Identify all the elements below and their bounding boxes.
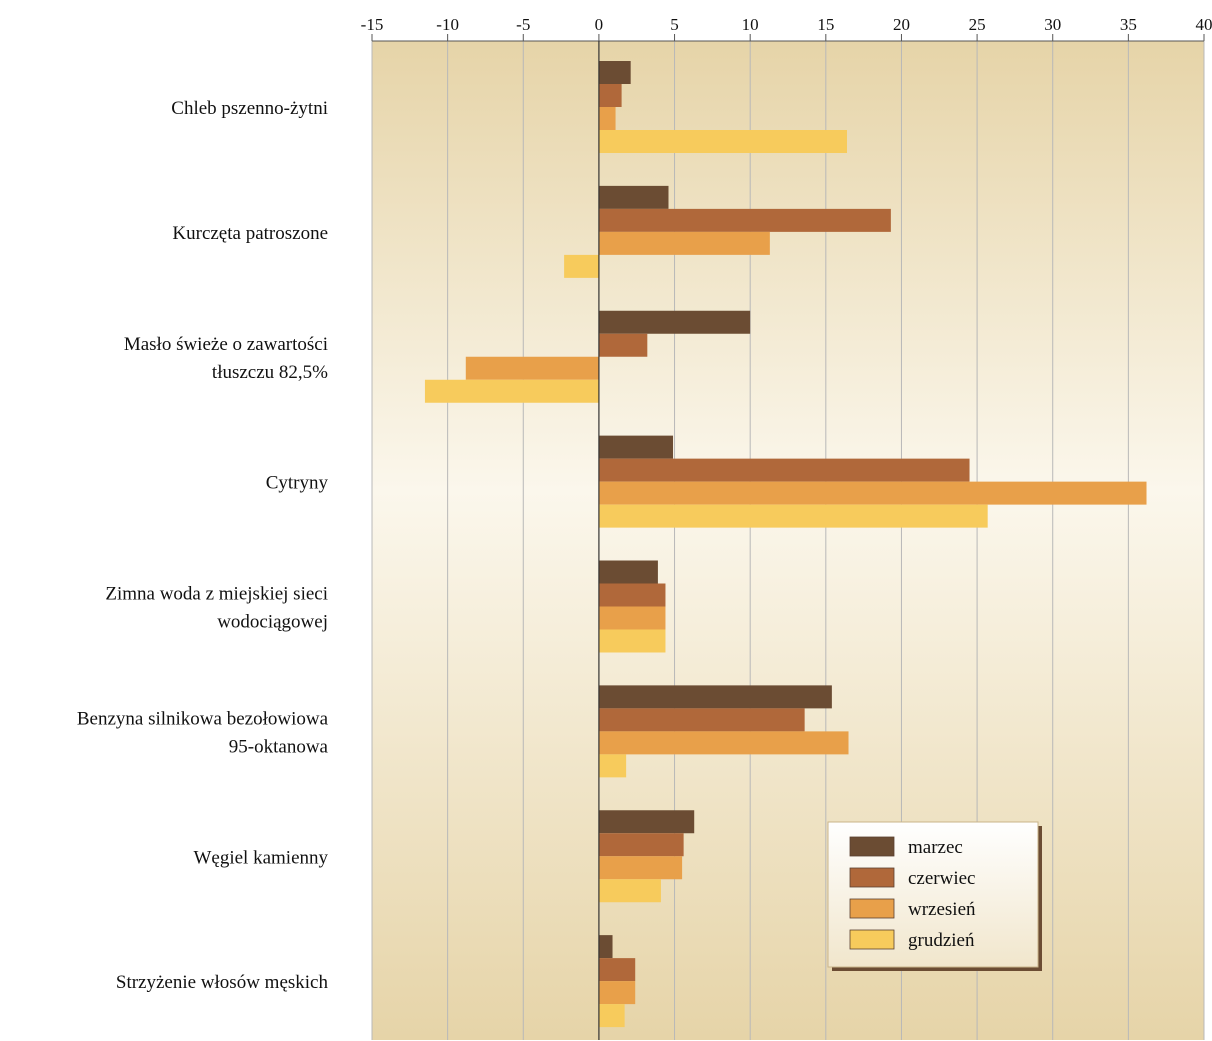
bar (598, 629, 666, 653)
tick-label: 40 (1196, 15, 1212, 34)
legend-label: wrzesień (908, 899, 976, 920)
tick-label: 5 (670, 15, 679, 34)
legend-swatch (849, 929, 895, 950)
bar (598, 310, 751, 334)
category-label: 95-oktanowa (229, 736, 329, 757)
tick-label: -15 (361, 15, 384, 34)
bar (598, 435, 674, 459)
category-label: Zimna woda z miejskiej sieci (105, 584, 328, 605)
tick-label: 35 (1120, 15, 1137, 34)
tick-label: 30 (1044, 15, 1061, 34)
plot-area (372, 41, 1204, 1040)
bar (598, 504, 988, 528)
bar (598, 708, 805, 732)
legend-swatch (849, 836, 895, 857)
category-label: Strzyżenie włosów męskich (116, 972, 329, 993)
category-label: Benzyna silnikowa bezołowiowa (77, 708, 329, 729)
bar (598, 560, 658, 584)
bar (598, 958, 636, 982)
bar (424, 379, 599, 403)
category-labels: Chleb pszenno-żytni Kurczęta patroszone Ma… (77, 98, 329, 993)
bar (598, 685, 832, 709)
bar (598, 810, 695, 834)
gridlines (371, 41, 1205, 1040)
bar (598, 333, 648, 357)
bar (465, 356, 599, 380)
bar (598, 208, 891, 232)
legend-label: grudzień (908, 930, 975, 951)
bar (598, 61, 631, 84)
bar (598, 583, 666, 607)
bar (598, 833, 684, 857)
legend: marzec czerwiec wrzesień grudzień (827, 821, 1042, 971)
bars (424, 41, 1147, 1040)
legend-swatch (849, 867, 895, 888)
legend-swatch (849, 898, 895, 919)
bar (598, 606, 666, 630)
tick-label: 0 (595, 15, 604, 34)
tick-label: 15 (817, 15, 834, 34)
tick-label: -5 (516, 15, 530, 34)
bar (598, 458, 970, 482)
category-label: Węgiel kamienny (193, 847, 328, 868)
tick-label: 20 (893, 15, 910, 34)
bar (598, 481, 1147, 505)
bar (598, 107, 616, 130)
tick-label: 10 (742, 15, 759, 34)
bar (598, 935, 613, 959)
x-axis: -15 -10 -5 0 5 10 15 20 25 30 35 40 (361, 15, 1212, 42)
category-label: Cytryny (266, 473, 329, 494)
tick-label: 25 (969, 15, 986, 34)
bar (598, 130, 847, 153)
bar (598, 84, 622, 107)
category-label: Masło świeże o zawartości (124, 334, 328, 355)
tick-label: -10 (436, 15, 459, 34)
bar (598, 731, 849, 755)
legend-label: marzec (908, 837, 963, 858)
bar (598, 185, 669, 209)
legend-label: czerwiec (908, 868, 976, 889)
category-label: wodociągowej (217, 612, 328, 633)
bar (598, 856, 683, 880)
bar (564, 254, 599, 278)
bar (598, 231, 770, 255)
category-label: Kurczęta patroszone (172, 223, 328, 244)
bar (598, 879, 661, 903)
category-label: Chleb pszenno-żytni (171, 98, 328, 119)
bar (598, 981, 636, 1005)
bar (598, 754, 627, 778)
category-label: tłuszczu 82,5% (212, 362, 328, 383)
bar (598, 1004, 625, 1028)
